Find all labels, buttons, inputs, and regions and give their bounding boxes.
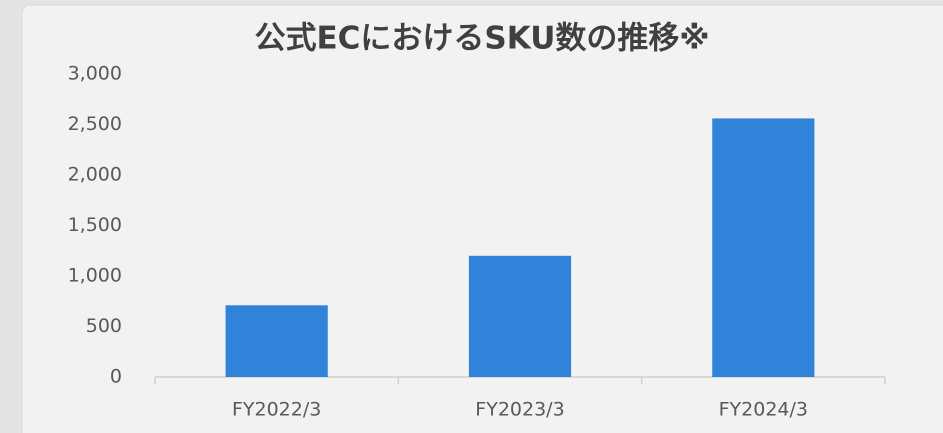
y-tick-label: 0 (110, 366, 122, 388)
bar (712, 118, 815, 377)
bar (225, 305, 328, 377)
y-tick-label: 3,000 (68, 63, 122, 85)
chart-title: 公式ECにおけるSKU数の推移※ (254, 21, 709, 57)
y-tick-label: 1,500 (68, 214, 122, 236)
y-tick-label: 500 (86, 315, 122, 337)
bar (468, 255, 572, 377)
x-tick-label: FY2023/3 (475, 399, 564, 421)
x-tick-label: FY2022/3 (232, 399, 321, 421)
y-tick-label: 2,500 (68, 113, 122, 135)
x-tick-label: FY2024/3 (719, 399, 808, 421)
y-tick-label: 1,000 (68, 265, 122, 287)
y-tick-label: 2,000 (68, 164, 122, 186)
